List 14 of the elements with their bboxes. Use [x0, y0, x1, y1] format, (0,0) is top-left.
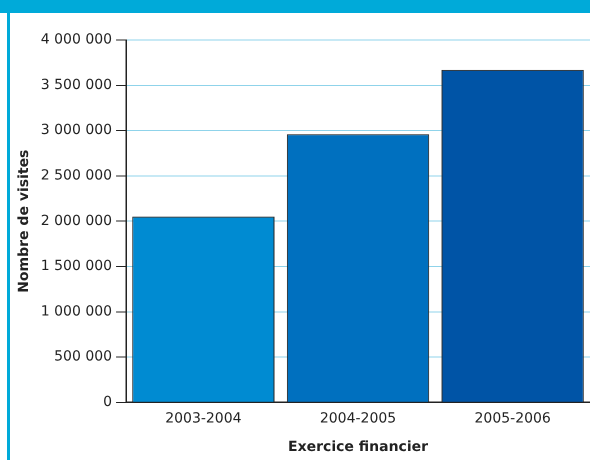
y-tick-label: 2 500 000: [40, 168, 112, 184]
y-tick-label: 4 000 000: [40, 32, 112, 48]
y-tick-label: 1 500 000: [40, 258, 112, 274]
x-tick-label: 2004-2005: [320, 410, 396, 426]
x-tick-label: 2003-2004: [165, 410, 242, 426]
y-tick-label: 2 000 000: [40, 212, 112, 229]
x-axis-title: Exercice financier: [288, 439, 428, 456]
y-axis-title: Nombre de visites: [16, 150, 32, 293]
y-tick-label: 500 000: [54, 348, 112, 365]
y-tick-label: 3 000 000: [40, 122, 112, 138]
y-tick-label: 1 000 000: [40, 303, 112, 320]
x-tick-label: 2005-2006: [474, 410, 551, 426]
y-tick-label: 0: [103, 394, 112, 410]
y-tick-label: 3 500 000: [40, 76, 112, 93]
